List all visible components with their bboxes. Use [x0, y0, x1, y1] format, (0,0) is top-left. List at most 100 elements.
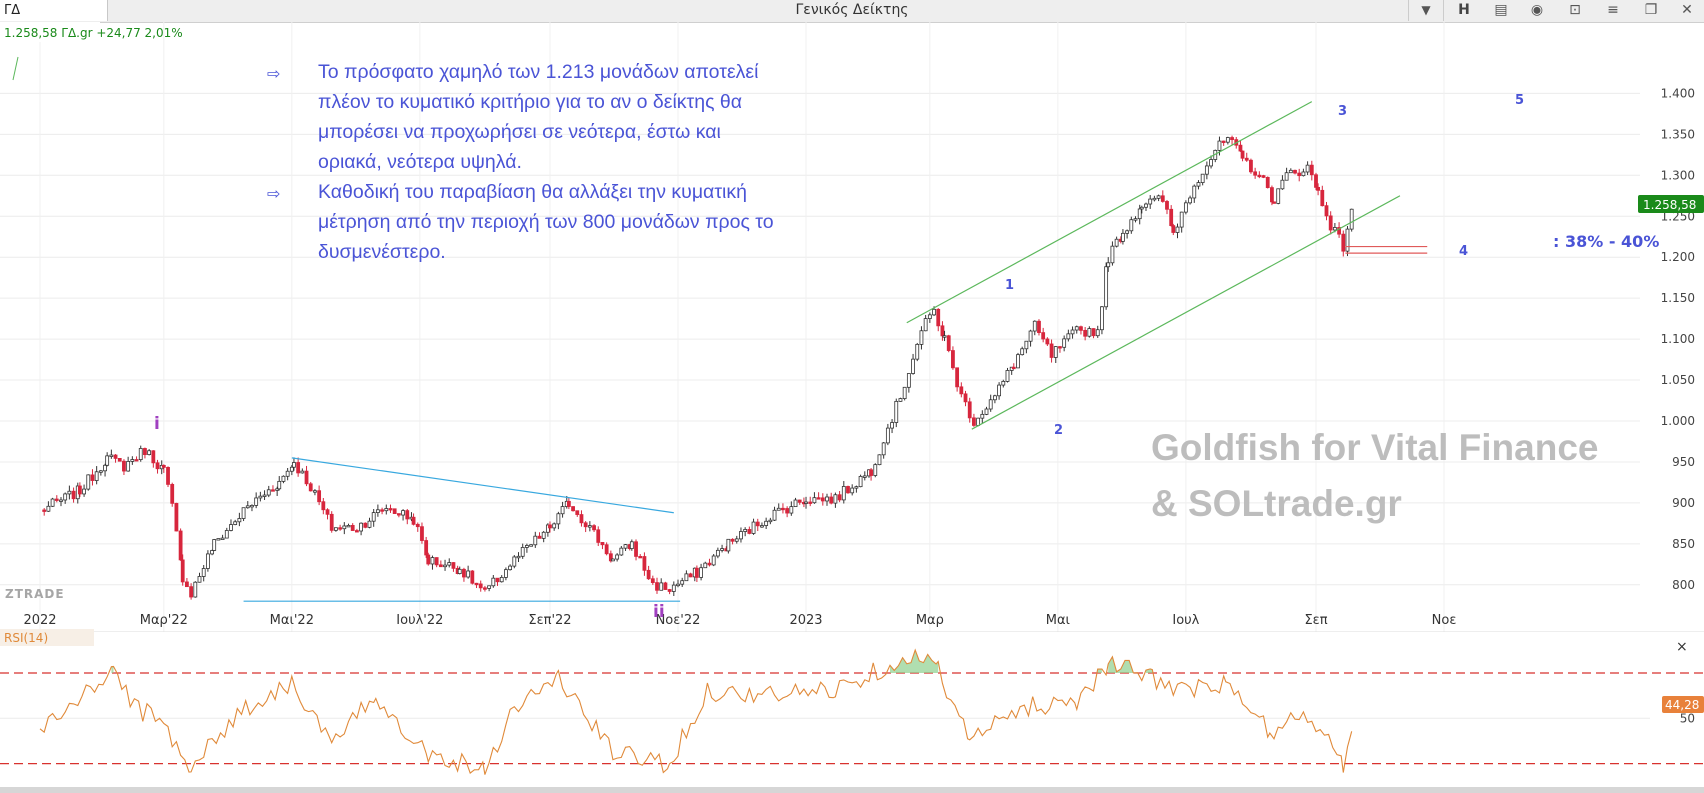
- candle-body: [1309, 164, 1314, 176]
- candle-body: [1257, 174, 1262, 178]
- candle-body: [384, 508, 389, 512]
- candle-body: [898, 398, 903, 402]
- candle-body: [927, 314, 932, 319]
- candle-body: [1244, 157, 1249, 161]
- candle-body: [1049, 343, 1054, 358]
- candle-body: [833, 494, 838, 504]
- candle-body: [245, 505, 250, 509]
- candle-body: [266, 489, 271, 496]
- x-tick-label: 2022: [23, 613, 56, 628]
- x-tick-label: Μαρ'22: [140, 613, 188, 628]
- rsi-panel: 50: [0, 632, 1704, 787]
- symbol-input[interactable]: ΓΔ: [0, 0, 108, 21]
- last-price-badge: [1638, 195, 1704, 213]
- candle-body: [426, 554, 431, 565]
- candle-body: [993, 395, 997, 401]
- candle-body: [1062, 338, 1067, 348]
- x-tick-label: Νοε: [1432, 613, 1457, 628]
- h-button[interactable]: H: [1458, 2, 1470, 18]
- candle-body: [1200, 173, 1205, 183]
- candle-body: [837, 494, 842, 501]
- candle-body: [1349, 208, 1354, 230]
- candle-body: [189, 586, 194, 598]
- candle-body: [1020, 348, 1025, 356]
- candle-body: [524, 545, 529, 548]
- restore-icon[interactable]: ❐: [1644, 2, 1658, 18]
- candle-body: [424, 540, 429, 556]
- candle-body: [487, 585, 492, 589]
- candle-body: [1169, 208, 1174, 226]
- candle-body: [604, 544, 609, 555]
- candle-body: [388, 508, 393, 511]
- candle-body: [772, 509, 777, 521]
- candle-body: [1114, 238, 1119, 247]
- candle-body: [1070, 329, 1075, 335]
- candle-body: [1301, 171, 1306, 177]
- x-tick-label: Ιουλ'22: [396, 613, 443, 628]
- candle-body: [984, 408, 989, 415]
- candle-body: [447, 562, 452, 566]
- candle-body: [942, 335, 947, 338]
- lock-icon[interactable]: ⊡: [1569, 2, 1581, 18]
- candle-body: [548, 524, 552, 529]
- candle-body: [587, 525, 592, 528]
- candle-body: [1217, 140, 1222, 151]
- chevron-down-icon[interactable]: ▼: [1408, 0, 1444, 21]
- wave-label-5: 5: [1515, 93, 1524, 108]
- candle-body: [1066, 333, 1071, 340]
- candle-body: [77, 485, 82, 495]
- channel-lower-line: [971, 195, 1401, 430]
- candle-body: [854, 486, 859, 489]
- rsi-line: [39, 648, 1353, 775]
- layout-icon[interactable]: ▤: [1494, 2, 1508, 18]
- candle-body: [313, 490, 317, 493]
- candle-body: [321, 501, 326, 511]
- last-price-text: 1.258,58: [1643, 198, 1696, 212]
- candle-body: [155, 462, 160, 470]
- annotation-line: μέτρηση από την περιοχή των 800 μονάδων …: [318, 211, 774, 233]
- y-tick-label: 1.000: [1661, 414, 1695, 428]
- candle-body: [615, 554, 620, 560]
- candle-body: [575, 510, 580, 515]
- candle-body: [703, 562, 708, 569]
- candle-body: [1058, 346, 1062, 349]
- candle-body: [862, 475, 867, 478]
- candle-body: [906, 373, 911, 388]
- trend-lines: [12, 56, 1428, 602]
- candle-body: [380, 509, 384, 512]
- rsi-value-badge: [1662, 696, 1704, 713]
- candle-body: [911, 358, 915, 374]
- candle-body: [504, 569, 508, 578]
- comment-icon[interactable]: ◉: [1530, 2, 1544, 18]
- x-tick-label: Σεπ: [1304, 613, 1327, 628]
- candle-body: [1100, 306, 1104, 331]
- candle-body: [462, 568, 466, 578]
- x-tick-label: Μαι'22: [270, 613, 314, 628]
- candle-body: [1165, 201, 1169, 210]
- candle-body: [1179, 211, 1184, 228]
- watermark-line: Goldfish for Vital Finance: [1151, 427, 1599, 468]
- candle-body: [1024, 340, 1029, 350]
- candle-body: [980, 413, 985, 419]
- candle-body: [308, 483, 313, 492]
- close-icon[interactable]: ✕: [1681, 2, 1693, 18]
- quote-bg: [0, 22, 100, 42]
- menu-icon[interactable]: ≡: [1607, 2, 1619, 18]
- candle-body: [808, 501, 813, 504]
- candle-body: [1221, 140, 1226, 143]
- candle-body: [894, 400, 899, 423]
- close-panel-icon[interactable]: ×: [1676, 639, 1688, 655]
- x-tick-label: Σεπ'22: [528, 613, 571, 628]
- candle-body: [1188, 197, 1192, 204]
- rsi-tick-label: 50: [1680, 711, 1695, 725]
- scrollbar[interactable]: [0, 787, 1704, 793]
- candle-body: [178, 530, 183, 561]
- candle-body: [829, 496, 834, 504]
- candle-body: [676, 583, 680, 587]
- candle-body: [516, 555, 521, 559]
- candle-body: [638, 556, 643, 559]
- rsi-overbought-fill: [1097, 669, 1102, 673]
- candle-body: [1305, 164, 1310, 173]
- x-tick-label: Ιουλ: [1172, 613, 1199, 628]
- candle-body: [1005, 370, 1010, 382]
